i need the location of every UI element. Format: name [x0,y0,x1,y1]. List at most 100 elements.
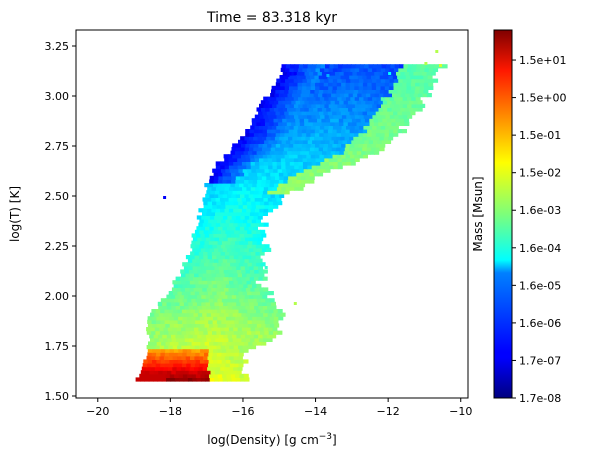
heatmap-cell [352,150,358,155]
heatmap-cell [173,309,179,314]
heatmap-cell [304,93,310,98]
heatmap-cell [389,114,395,119]
heatmap-cell [262,154,268,159]
heatmap-cell [349,111,355,116]
heatmap-cell [181,291,187,296]
heatmap-cell [280,85,286,90]
heatmap-cell [346,103,352,108]
heatmap-cell [207,330,213,335]
heatmap-cell [217,183,223,188]
heatmap-cell [190,330,196,335]
heatmap-cell [244,226,250,231]
heatmap-cell [146,327,152,332]
heatmap-cell [332,78,338,83]
heatmap-cell [378,118,383,123]
heatmap-cell [310,132,316,137]
heatmap-cell [332,125,338,130]
heatmap-cell [336,129,342,134]
heatmap-cell [197,265,202,270]
heatmap-cell [247,229,253,234]
heatmap-cell [192,334,198,339]
heatmap-cell [254,287,260,292]
heatmap-cell [294,139,300,144]
heatmap-cell [402,103,408,108]
heatmap-cell [234,229,240,234]
heatmap-cell [328,114,334,119]
y-tick-label: 1.50 [45,390,70,403]
heatmap-cell [176,280,182,285]
heatmap-cell [310,154,316,159]
heatmap-cell [325,168,331,173]
heatmap-cell [257,294,263,299]
heatmap-cell [324,96,330,101]
heatmap-cell [265,316,271,321]
heatmap-cell [379,89,385,94]
heatmap-cell [260,118,266,123]
heatmap-cell [280,154,286,159]
heatmap-cell [220,168,226,173]
heatmap-cell [258,132,264,137]
heatmap-cell [215,161,221,166]
heatmap-cell [213,323,219,328]
heatmap-cell [230,352,236,357]
heatmap-cell [385,114,391,119]
heatmap-cell [342,161,348,166]
heatmap-cell [279,193,285,198]
heatmap-cell [215,211,220,216]
heatmap-cell [251,204,257,209]
heatmap-cell [263,327,269,332]
heatmap-cell [378,100,384,105]
heatmap-cell [254,197,260,202]
heatmap-cell [159,366,165,371]
heatmap-cell [172,366,178,371]
heatmap-cell [268,139,274,144]
heatmap-cell [259,273,265,278]
heatmap-cell [225,229,231,234]
heatmap-cell [254,161,260,166]
heatmap-cell [397,111,403,116]
heatmap-cell [348,93,354,98]
heatmap-cell [297,143,303,148]
heatmap-cell [161,323,166,328]
heatmap-cell [387,107,393,112]
heatmap-cell [240,294,246,299]
heatmap-cell [190,244,196,249]
heatmap-cell [264,118,270,123]
heatmap-cell [183,265,189,270]
heatmap-cell [229,251,235,256]
heatmap-cell [175,294,181,299]
heatmap-cell [198,366,204,371]
heatmap-cell [375,129,381,134]
heatmap-cell [375,147,381,152]
heatmap-cell [206,287,212,292]
heatmap-cell [287,150,293,155]
heatmap-cell [198,208,204,213]
heatmap-cell [420,67,425,72]
heatmap-cell [391,100,397,105]
heatmap-cell [317,150,323,155]
x-tick-label: −12 [377,405,400,418]
heatmap-cell [380,82,386,87]
heatmap-cell [229,244,235,249]
heatmap-cell [351,139,357,144]
heatmap-cell [191,316,197,321]
heatmap-cell [228,222,234,227]
heatmap-cell [229,204,235,209]
heatmap-cell [251,118,257,123]
heatmap-cell [219,190,225,195]
heatmap-cell [236,154,242,159]
heatmap-cell [160,359,166,364]
heatmap-cell [237,280,243,285]
heatmap-cell [221,240,227,245]
heatmap-cell [220,161,226,166]
heatmap-cell [349,136,354,141]
heatmap-cell [155,330,161,335]
heatmap-cell [160,319,166,324]
heatmap-cell [424,62,428,65]
heatmap-cell [389,96,395,101]
heatmap-cell [340,111,346,116]
heatmap-cell [400,93,406,98]
heatmap-cell [439,64,442,67]
heatmap-cell [248,247,254,252]
heatmap-cell [249,143,255,148]
